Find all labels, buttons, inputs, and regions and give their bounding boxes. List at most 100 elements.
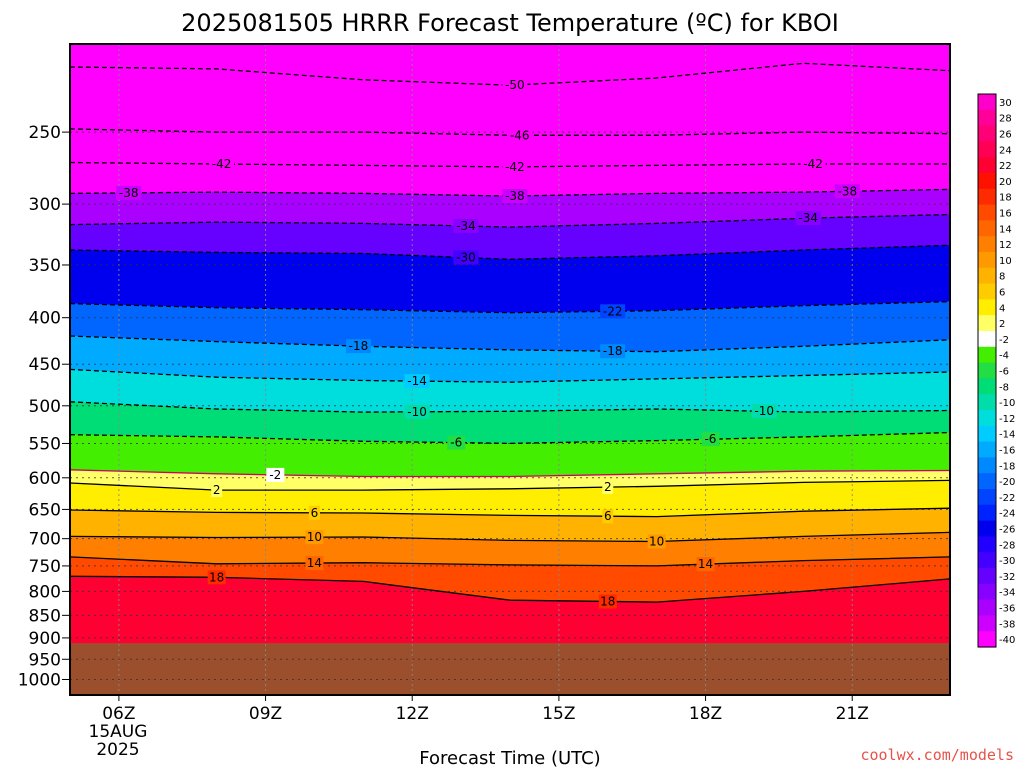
colorbar-label: -32 xyxy=(999,572,1015,583)
y-tick-label: 850 xyxy=(29,606,61,626)
isotherm-label-bg xyxy=(266,467,285,482)
isotherm-label-bg xyxy=(600,344,626,359)
isotherm-label-bg xyxy=(502,159,528,174)
isotherm-label-bg xyxy=(207,570,226,585)
isotherm-label: -30 xyxy=(456,251,476,265)
isotherm-label: 6 xyxy=(311,506,319,520)
colorbar-label: 2 xyxy=(999,319,1005,330)
watermark: coolwx.com/models xyxy=(860,746,1014,764)
y-tick-label: 550 xyxy=(29,434,61,454)
colorbar-swatch xyxy=(978,346,996,364)
isotherm-label-bg xyxy=(602,480,614,495)
isotherm-line xyxy=(70,368,950,383)
x-tick-label: 09Z xyxy=(249,704,282,724)
isotherm-label-bg xyxy=(598,594,617,609)
colorbar-label: -4 xyxy=(999,351,1009,362)
isotherm-label: -18 xyxy=(603,344,623,358)
isotherm-label-bg xyxy=(701,432,720,447)
colorbar-label: -18 xyxy=(999,461,1015,472)
colorbar-swatch xyxy=(978,173,996,190)
colorbar-label: -20 xyxy=(999,477,1015,488)
colorbar-swatch xyxy=(978,157,996,174)
colorbar-label: -26 xyxy=(999,525,1015,536)
isotherm-label-bg xyxy=(305,530,324,545)
isotherm-label-bg xyxy=(211,483,223,498)
colorbar-label: -24 xyxy=(999,509,1015,520)
y-tick-label: 800 xyxy=(29,582,61,602)
x-tick-label: 21Z xyxy=(836,704,869,724)
isotherm-label: -38 xyxy=(838,184,858,198)
colorbar-label: 30 xyxy=(999,98,1012,109)
isotherm-line xyxy=(70,300,950,314)
colorbar-swatch xyxy=(978,457,996,474)
colorbar-label: 28 xyxy=(999,114,1012,125)
colorbar-label: -6 xyxy=(999,367,1009,378)
isotherm-label: -18 xyxy=(349,339,369,353)
colorbar-label: -38 xyxy=(999,619,1015,630)
y-tick-label: 400 xyxy=(29,309,61,329)
y-tick-label: 1000 xyxy=(18,671,61,691)
isotherm-label: -38 xyxy=(505,189,525,203)
isotherm-line xyxy=(70,531,950,543)
colorbar-label: -8 xyxy=(999,382,1009,393)
colorbar-label: -16 xyxy=(999,446,1015,457)
y-tick-label: 600 xyxy=(29,469,61,489)
colorbar-swatch xyxy=(978,599,996,616)
isotherm-label: -34 xyxy=(456,219,476,233)
colorbar-swatch xyxy=(978,410,996,427)
x-tick-label: 12Z xyxy=(396,704,429,724)
x-tick-label: 06Z xyxy=(102,704,135,724)
isotherm-label: -42 xyxy=(803,157,823,171)
colorbar-swatch xyxy=(978,267,996,285)
colorbar-label: 8 xyxy=(999,272,1005,283)
isotherm-label: -38 xyxy=(119,186,139,200)
colorbar-label: -10 xyxy=(999,398,1015,409)
isotherm-label: 10 xyxy=(307,530,322,544)
isotherm-label: -14 xyxy=(407,374,427,388)
isotherm-label-bg xyxy=(795,211,821,226)
colorbar-label: 18 xyxy=(999,193,1012,204)
isotherm-label-bg xyxy=(453,218,479,233)
colorbar-swatch xyxy=(978,631,996,648)
colorbar-swatch xyxy=(978,441,996,458)
colorbar-swatch xyxy=(978,188,996,206)
isotherm-label-bg xyxy=(507,128,533,143)
colorbar-swatch xyxy=(978,204,996,221)
colorbar-swatch xyxy=(978,331,996,348)
isotherm-label-bg xyxy=(305,556,324,571)
isotherm-label: -50 xyxy=(505,78,525,92)
colorbar-swatch xyxy=(978,568,996,585)
x-tick-label: 15Z xyxy=(542,704,575,724)
colorbar-label: 20 xyxy=(999,177,1012,188)
isotherm-line xyxy=(70,401,950,413)
colorbar-label: -34 xyxy=(999,588,1015,599)
isotherm-label: -10 xyxy=(407,405,427,419)
temperature-bands xyxy=(70,44,950,695)
isotherm-label-bg xyxy=(308,505,320,520)
colorbar-label: 4 xyxy=(999,303,1005,314)
colorbar-swatch xyxy=(978,299,996,316)
isotherm-label: 14 xyxy=(698,557,713,571)
colorbar-label: -40 xyxy=(999,635,1015,646)
isotherm-label-bg xyxy=(502,77,528,92)
chart-title: 2025081505 HRRR Forecast Temperature (ºC… xyxy=(181,9,839,37)
colorbar-swatch xyxy=(978,489,996,506)
colorbar-label: 12 xyxy=(999,240,1012,251)
y-tick-label: 900 xyxy=(29,629,61,649)
isotherm-label-bg xyxy=(647,534,666,549)
colorbar-swatch xyxy=(978,236,996,253)
colorbar-swatch xyxy=(978,425,996,443)
isotherm-line xyxy=(70,556,950,567)
ground-fill xyxy=(70,643,950,695)
isotherm-label-bg xyxy=(404,374,430,389)
y-tick-label: 700 xyxy=(29,530,61,550)
isotherm-label: -6 xyxy=(704,432,716,446)
isotherm-line xyxy=(70,335,950,353)
isotherm-label-bg xyxy=(502,189,528,204)
isotherm-label-bg xyxy=(345,339,371,354)
colorbar-swatch xyxy=(978,283,996,300)
y-tick-label: 950 xyxy=(29,650,61,670)
colorbar-label: 26 xyxy=(999,130,1012,141)
isotherm-line xyxy=(70,213,950,228)
